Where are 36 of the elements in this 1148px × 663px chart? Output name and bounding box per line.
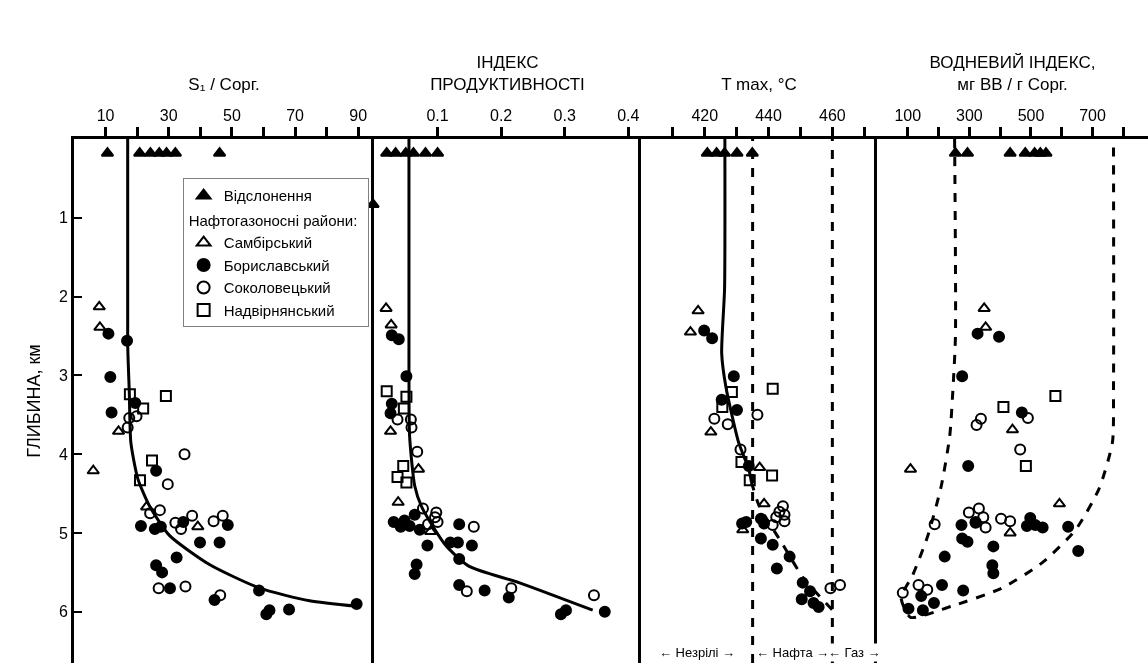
y-axis-title: ГЛИБИНА, км xyxy=(24,344,45,458)
annotation: ← Незрілі → xyxy=(659,645,736,660)
y-tick-label: 6 xyxy=(58,603,68,621)
x-tick-label: 440 xyxy=(755,106,783,124)
legend-label: Самбірський xyxy=(223,234,313,252)
y-tick-label: 3 xyxy=(58,366,68,384)
legend-label: Бориславський xyxy=(223,256,330,274)
x-tick-label: 460 xyxy=(819,106,846,124)
x-tick-label: 0.4 xyxy=(617,106,640,124)
y-tick-label: 2 xyxy=(58,288,68,306)
x-tick-label: 90 xyxy=(349,106,368,124)
x-axis-title: S₁ / Сорг. xyxy=(188,75,260,95)
legend-label: Надвірнянський xyxy=(223,301,335,319)
x-axis-title: ІНДЕКС ПРОДУКТИВНОСТІ xyxy=(430,53,585,95)
x-tick-label: 0.1 xyxy=(426,106,449,124)
x-tick-label: 0.3 xyxy=(553,106,576,124)
annotation: ← Газ → xyxy=(828,645,881,660)
x-axis-title: T max, °C xyxy=(721,75,797,95)
x-tick-label: 70 xyxy=(286,106,305,124)
x-tick-label: 30 xyxy=(159,106,178,124)
x-tick-label: 700 xyxy=(1079,106,1107,124)
x-tick-label: 500 xyxy=(1017,106,1045,124)
legend-label: Соколовецький xyxy=(223,279,331,297)
x-axis-title: ВОДНЕВИЙ ІНДЕКС, мг ВВ / г Сорг. xyxy=(929,53,1096,95)
x-tick-label: 50 xyxy=(222,106,241,124)
x-tick-label: 0.2 xyxy=(490,106,513,124)
x-tick-label: 300 xyxy=(956,106,983,124)
annotation: ← Нафта → xyxy=(756,645,830,660)
x-tick-label: 420 xyxy=(691,106,719,124)
y-tick-label: 5 xyxy=(58,524,68,542)
legend-title: Нафтогазоносні райони: xyxy=(188,211,358,229)
y-tick-label: 4 xyxy=(58,445,68,463)
x-tick-label: 100 xyxy=(894,106,922,124)
legend-label: Відслонення xyxy=(223,187,312,205)
x-tick-label: 10 xyxy=(96,106,115,124)
y-tick-label: 1 xyxy=(58,209,68,227)
